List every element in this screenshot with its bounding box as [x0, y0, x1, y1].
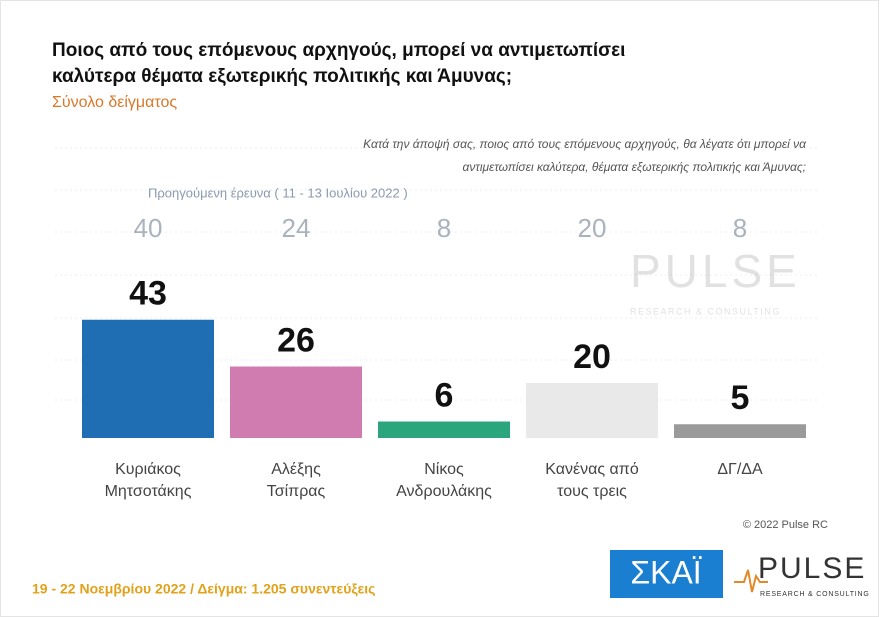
- category-label: τους τρεις: [557, 483, 627, 500]
- value-label: 6: [435, 376, 454, 414]
- pulse-logo-sub: RESEARCH & CONSULTING: [760, 591, 870, 598]
- chart-title: καλύτερα θέματα εξωτερικής πολιτικής και…: [52, 66, 512, 87]
- value-label: 43: [129, 275, 167, 313]
- pulse-logo-icon: [734, 569, 768, 593]
- chart-subtitle: Σύνολο δείγματος: [52, 94, 177, 111]
- value-label: 26: [277, 321, 315, 359]
- category-label: Νίκος: [424, 461, 464, 478]
- footer: 19 - 22 Νοεμβρίου 2022 / Δείγμα: 1.205 σ…: [32, 581, 375, 597]
- category-label: Ανδρουλάκης: [396, 483, 492, 500]
- watermark-text: RESEARCH & CONSULTING: [630, 306, 781, 316]
- previous-value: 8: [437, 213, 451, 243]
- category-label: Κυριάκος: [115, 461, 181, 478]
- watermark-text: PULSE: [630, 245, 801, 297]
- skai-logo-text: ΣΚΑΪ: [630, 554, 701, 590]
- previous-label: Προηγούμενη έρευνα ( 11 - 13 Ιουλίου 202…: [148, 185, 408, 200]
- category-label: ΔΓ/ΔΑ: [717, 461, 763, 478]
- value-label: 5: [731, 379, 750, 417]
- question-note: αντιμετωπίσει καλύτερα, θέματα εξωτερική…: [462, 160, 806, 174]
- category-label: Αλέξης: [271, 461, 321, 478]
- category-label: Μητσοτάκης: [105, 483, 192, 500]
- previous-value: 20: [578, 213, 607, 243]
- value-label: 20: [573, 338, 611, 376]
- chart-title: Ποιος από τους επόμενους αρχηγούς, μπορε…: [52, 40, 625, 61]
- copyright: © 2022 Pulse RC: [743, 519, 828, 531]
- bar: [526, 383, 658, 438]
- previous-value: 40: [134, 213, 163, 243]
- previous-value: 24: [282, 213, 311, 243]
- question-note: Κατά την άποψή σας, ποιος από τους επόμε…: [363, 137, 807, 151]
- skai-logo: [610, 550, 723, 598]
- category-label: Τσίπρας: [267, 483, 326, 500]
- bar: [230, 366, 362, 438]
- previous-value: 8: [733, 213, 747, 243]
- bar: [378, 421, 510, 438]
- category-label: Κανένας από: [545, 461, 639, 478]
- watermark: PULSE RESEARCH & CONSULTING: [630, 245, 801, 316]
- bar: [674, 424, 806, 438]
- bar: [82, 319, 214, 438]
- pulse-logo-text: PULSE: [758, 552, 866, 585]
